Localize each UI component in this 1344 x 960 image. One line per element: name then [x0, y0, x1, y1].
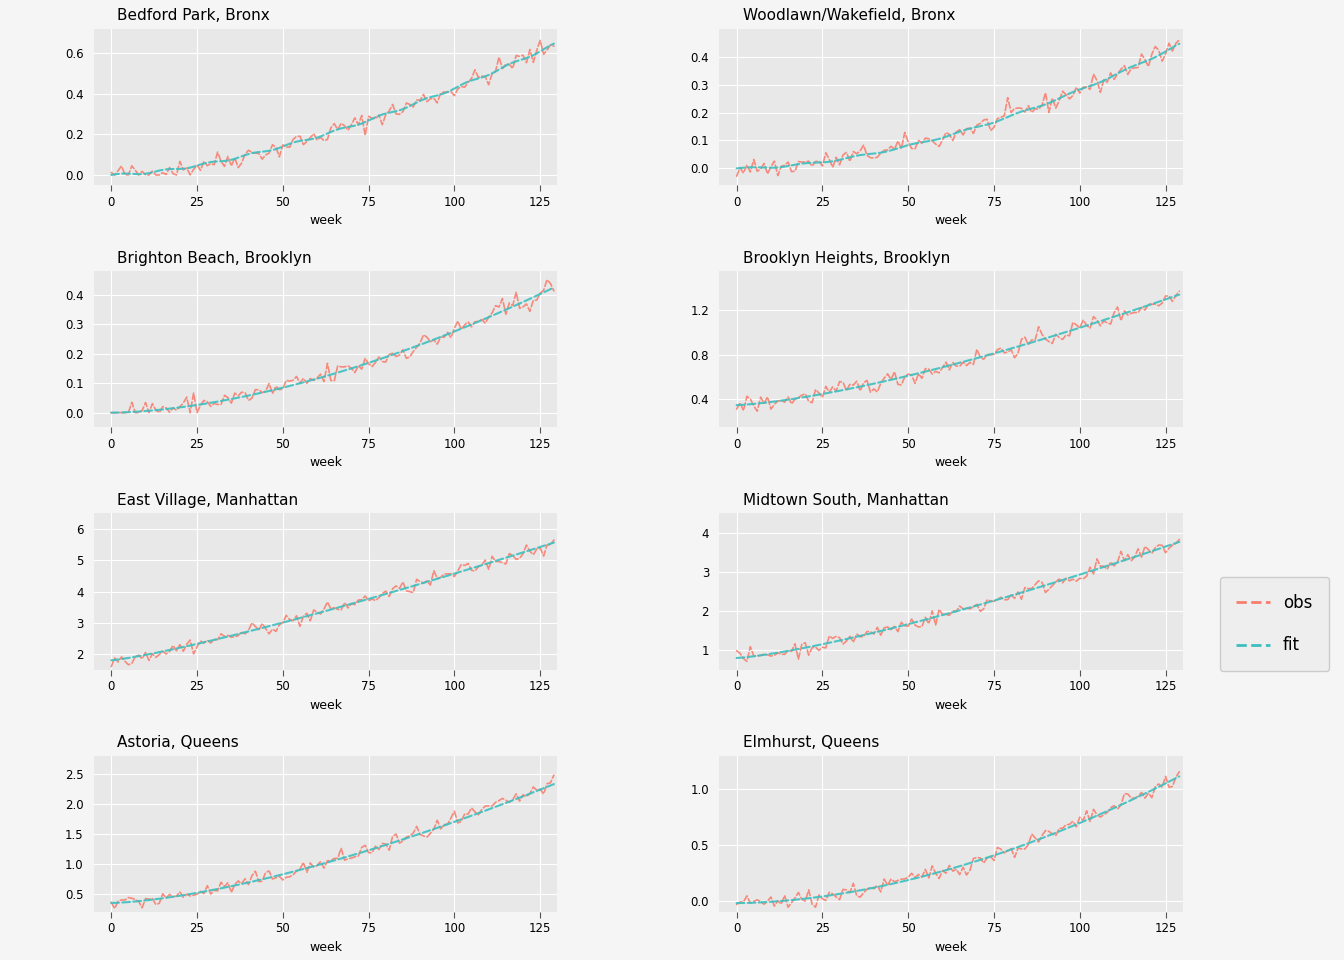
X-axis label: week: week: [934, 941, 968, 954]
Text: Woodlawn/Wakefield, Bronx: Woodlawn/Wakefield, Bronx: [743, 9, 956, 23]
X-axis label: week: week: [934, 214, 968, 228]
Text: Astoria, Queens: Astoria, Queens: [117, 735, 239, 751]
X-axis label: week: week: [309, 941, 343, 954]
X-axis label: week: week: [309, 214, 343, 228]
Text: East Village, Manhattan: East Village, Manhattan: [117, 493, 298, 508]
Text: Elmhurst, Queens: Elmhurst, Queens: [743, 735, 879, 751]
X-axis label: week: week: [934, 456, 968, 469]
X-axis label: week: week: [309, 456, 343, 469]
Text: Brighton Beach, Brooklyn: Brighton Beach, Brooklyn: [117, 251, 312, 266]
Text: Midtown South, Manhattan: Midtown South, Manhattan: [743, 493, 949, 508]
Text: Brooklyn Heights, Brooklyn: Brooklyn Heights, Brooklyn: [743, 251, 950, 266]
X-axis label: week: week: [309, 699, 343, 711]
Text: Bedford Park, Bronx: Bedford Park, Bronx: [117, 9, 270, 23]
Legend: obs, fit: obs, fit: [1219, 577, 1329, 671]
X-axis label: week: week: [934, 699, 968, 711]
